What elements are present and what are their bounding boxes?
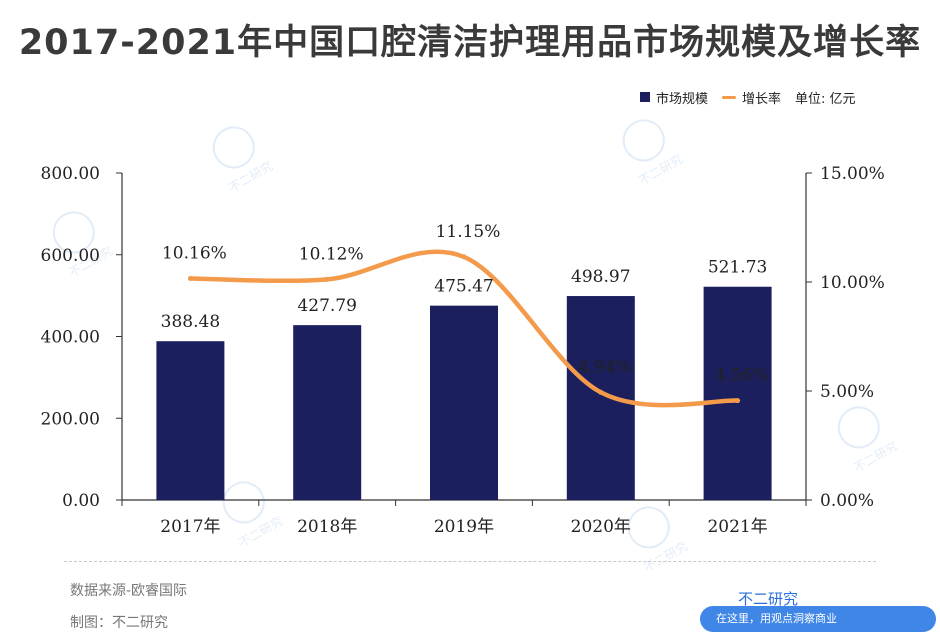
- source-note: 数据来源-欧睿国际: [70, 583, 188, 599]
- x-tick-label: 2021年: [707, 517, 767, 537]
- y-right-tick-label: 15.00%: [820, 164, 885, 184]
- footer-divider: [64, 561, 876, 562]
- maker-note: 制图：不二研究: [70, 615, 168, 631]
- bar: [293, 325, 362, 500]
- x-tick-label: 2018年: [297, 517, 357, 537]
- chart-title: 2017-2021年中国口腔清洁护理用品市场规模及增长率: [18, 23, 922, 63]
- bar: [566, 296, 635, 500]
- y-right-tick-label: 10.00%: [820, 273, 885, 293]
- growth-rate-point: [735, 398, 741, 404]
- y-left-tick-label: 800.00: [41, 164, 100, 184]
- growth-rate-label: 10.16%: [162, 244, 227, 264]
- y-left-tick-label: 600.00: [41, 246, 100, 266]
- legend-line-label: 增长率: [742, 91, 782, 107]
- brand-name: 不二研究: [738, 590, 799, 608]
- x-tick-label: 2020年: [571, 517, 631, 537]
- bar-value-label: 475.47: [434, 277, 493, 297]
- growth-rate-line: [188, 249, 740, 408]
- bar-value-label: 498.97: [571, 267, 630, 287]
- y-right-tick-label: 0.00%: [820, 491, 874, 511]
- y-left-tick-label: 400.00: [41, 328, 100, 348]
- legend-line-swatch: [722, 95, 737, 99]
- legend-bar-swatch: [640, 92, 650, 102]
- growth-rate-point: [324, 276, 330, 282]
- x-tick-label: 2017年: [160, 517, 220, 537]
- growth-rate-point: [187, 276, 193, 282]
- bar: [703, 286, 772, 500]
- unit-label: 单位: 亿元: [795, 91, 856, 107]
- x-tick-label: 2019年: [434, 517, 494, 537]
- bar-value-label: 388.48: [161, 312, 220, 332]
- growth-rate-label: 4.94%: [578, 357, 632, 377]
- bar-value-label: 427.79: [297, 296, 356, 316]
- y-left-tick-label: 0.00: [62, 491, 100, 511]
- growth-rate-point: [598, 389, 604, 395]
- promo-banner: 在这里，用观点洞察商业: [700, 606, 936, 632]
- bar: [430, 305, 498, 500]
- legend: 市场规模 增长率 单位: 亿元: [640, 88, 856, 107]
- growth-rate-point: [461, 254, 467, 260]
- growth-rate-label: 10.12%: [299, 244, 364, 264]
- y-right-tick-label: 5.00%: [820, 382, 874, 402]
- legend-bar-label: 市场规模: [656, 91, 709, 107]
- growth-rate-label: 4.56%: [715, 366, 769, 386]
- bar-value-label: 521.73: [708, 258, 767, 278]
- growth-rate-label: 11.15%: [436, 222, 501, 242]
- y-left-tick-label: 200.00: [41, 409, 100, 429]
- bar: [156, 341, 225, 500]
